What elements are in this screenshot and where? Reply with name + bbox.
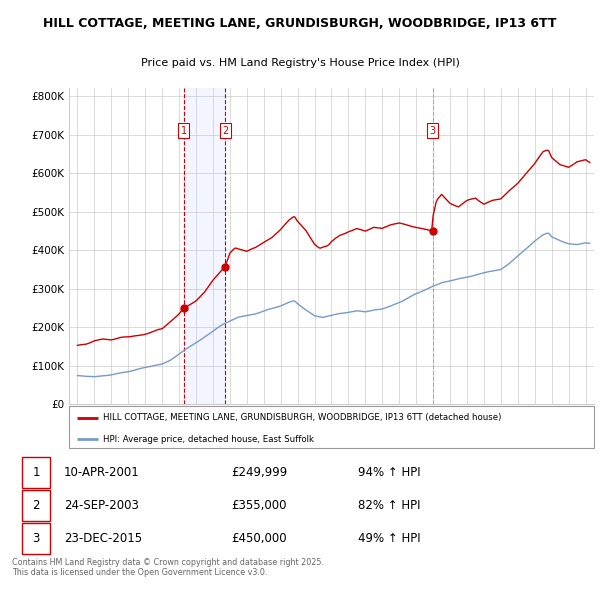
Text: £355,000: £355,000 — [231, 499, 286, 513]
Text: £450,000: £450,000 — [231, 532, 287, 546]
Text: 1: 1 — [32, 466, 40, 480]
Text: £249,999: £249,999 — [231, 466, 287, 480]
Text: 2: 2 — [222, 126, 229, 136]
Text: 3: 3 — [430, 126, 436, 136]
Text: Price paid vs. HM Land Registry's House Price Index (HPI): Price paid vs. HM Land Registry's House … — [140, 58, 460, 68]
Text: HPI: Average price, detached house, East Suffolk: HPI: Average price, detached house, East… — [103, 435, 314, 444]
FancyBboxPatch shape — [22, 523, 50, 555]
FancyBboxPatch shape — [22, 457, 50, 489]
Text: 23-DEC-2015: 23-DEC-2015 — [64, 532, 142, 546]
Text: 94% ↑ HPI: 94% ↑ HPI — [358, 466, 420, 480]
Text: 10-APR-2001: 10-APR-2001 — [64, 466, 140, 480]
FancyBboxPatch shape — [69, 406, 594, 448]
Text: HILL COTTAGE, MEETING LANE, GRUNDISBURGH, WOODBRIDGE, IP13 6TT: HILL COTTAGE, MEETING LANE, GRUNDISBURGH… — [43, 17, 557, 30]
Text: 2: 2 — [32, 499, 40, 513]
Text: 24-SEP-2003: 24-SEP-2003 — [64, 499, 139, 513]
Text: Contains HM Land Registry data © Crown copyright and database right 2025.
This d: Contains HM Land Registry data © Crown c… — [12, 558, 324, 577]
Text: 3: 3 — [32, 532, 40, 546]
Text: 49% ↑ HPI: 49% ↑ HPI — [358, 532, 420, 546]
FancyBboxPatch shape — [22, 490, 50, 522]
Text: HILL COTTAGE, MEETING LANE, GRUNDISBURGH, WOODBRIDGE, IP13 6TT (detached house): HILL COTTAGE, MEETING LANE, GRUNDISBURGH… — [103, 414, 502, 422]
Text: 1: 1 — [181, 126, 187, 136]
Text: 82% ↑ HPI: 82% ↑ HPI — [358, 499, 420, 513]
Bar — [184, 88, 226, 404]
